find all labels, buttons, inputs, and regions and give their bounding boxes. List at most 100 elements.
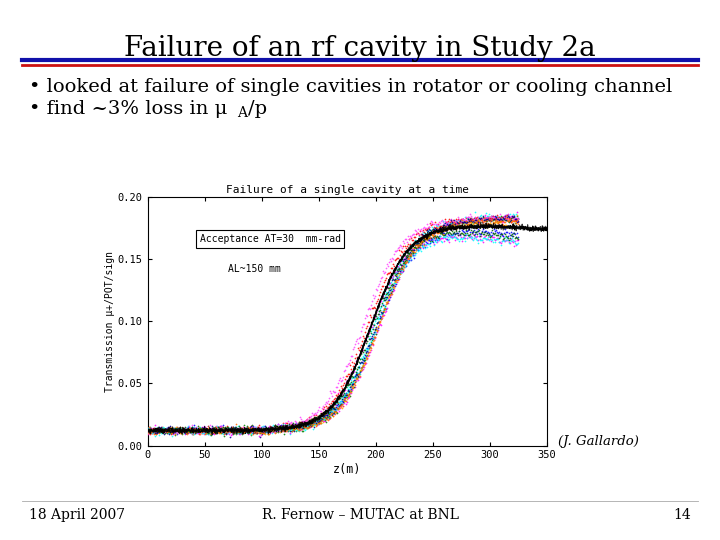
Point bbox=[477, 220, 488, 228]
Point bbox=[154, 427, 166, 435]
Point bbox=[488, 212, 500, 221]
Point bbox=[231, 428, 243, 437]
Point bbox=[350, 375, 361, 383]
Point bbox=[167, 428, 179, 437]
Point bbox=[496, 231, 508, 239]
Point bbox=[149, 427, 161, 436]
Point bbox=[302, 420, 313, 429]
Point bbox=[496, 216, 508, 225]
Point bbox=[193, 424, 204, 433]
Point bbox=[359, 346, 370, 355]
Point bbox=[411, 238, 423, 247]
Point bbox=[214, 423, 225, 432]
Point bbox=[206, 428, 217, 437]
Point bbox=[181, 427, 192, 436]
Point bbox=[211, 422, 222, 430]
Point bbox=[171, 426, 182, 434]
Point bbox=[264, 426, 275, 434]
Point bbox=[375, 296, 387, 305]
Point bbox=[174, 428, 185, 436]
Point bbox=[328, 410, 339, 418]
Point bbox=[426, 226, 438, 234]
Point bbox=[248, 428, 259, 436]
Point bbox=[145, 424, 156, 433]
Point bbox=[497, 220, 508, 229]
Point bbox=[246, 424, 257, 433]
Point bbox=[478, 213, 490, 222]
Point bbox=[463, 217, 474, 225]
Point bbox=[410, 246, 421, 254]
Point bbox=[396, 260, 408, 269]
Point bbox=[307, 416, 318, 425]
Point bbox=[482, 212, 493, 221]
Point bbox=[330, 397, 341, 406]
Point bbox=[260, 428, 271, 436]
Point bbox=[387, 281, 398, 289]
Point bbox=[164, 423, 176, 431]
Point bbox=[492, 217, 503, 226]
Point bbox=[479, 227, 490, 235]
Point bbox=[489, 212, 500, 221]
Point bbox=[486, 226, 498, 234]
Point bbox=[329, 406, 341, 415]
Point bbox=[171, 429, 182, 437]
Point bbox=[212, 423, 223, 431]
Point bbox=[377, 292, 388, 300]
Point bbox=[209, 428, 220, 437]
Point bbox=[474, 216, 485, 225]
Point bbox=[172, 426, 184, 435]
Point bbox=[497, 235, 508, 244]
Point bbox=[261, 424, 272, 433]
Point bbox=[401, 253, 413, 261]
Point bbox=[281, 424, 292, 433]
Point bbox=[160, 424, 171, 433]
Point bbox=[428, 222, 439, 231]
Point bbox=[265, 424, 276, 433]
Point bbox=[173, 426, 184, 435]
Point bbox=[495, 230, 506, 238]
Point bbox=[359, 328, 370, 336]
Point bbox=[214, 422, 225, 431]
Point bbox=[169, 425, 181, 434]
Point bbox=[184, 425, 195, 434]
Point bbox=[224, 425, 235, 434]
Point bbox=[205, 426, 217, 434]
Point bbox=[421, 231, 433, 239]
Point bbox=[492, 214, 503, 222]
Point bbox=[495, 214, 506, 223]
Point bbox=[457, 215, 469, 224]
Point bbox=[309, 419, 320, 428]
Point bbox=[399, 260, 410, 268]
Point bbox=[143, 428, 154, 436]
Point bbox=[388, 285, 400, 294]
Point bbox=[386, 287, 397, 295]
Point bbox=[334, 397, 346, 406]
Point bbox=[348, 364, 359, 373]
Point bbox=[414, 226, 426, 235]
Point bbox=[491, 219, 503, 227]
Point bbox=[250, 424, 261, 433]
Point bbox=[452, 228, 464, 237]
Point bbox=[295, 422, 307, 430]
Point bbox=[248, 428, 259, 436]
Point bbox=[474, 236, 485, 245]
Point bbox=[346, 379, 357, 387]
Point bbox=[454, 230, 465, 239]
Point bbox=[467, 215, 479, 224]
Point bbox=[382, 268, 393, 277]
Point bbox=[283, 420, 294, 428]
Point bbox=[310, 415, 321, 424]
Point bbox=[392, 275, 403, 284]
Point bbox=[276, 423, 287, 432]
Point bbox=[213, 428, 225, 436]
Point bbox=[187, 427, 199, 435]
Point bbox=[504, 214, 516, 223]
Point bbox=[274, 425, 285, 434]
Point bbox=[438, 220, 449, 229]
Point bbox=[333, 402, 344, 410]
Point bbox=[318, 408, 330, 416]
Point bbox=[446, 218, 457, 226]
Point bbox=[339, 389, 351, 398]
Point bbox=[143, 427, 154, 435]
Point bbox=[297, 424, 308, 433]
